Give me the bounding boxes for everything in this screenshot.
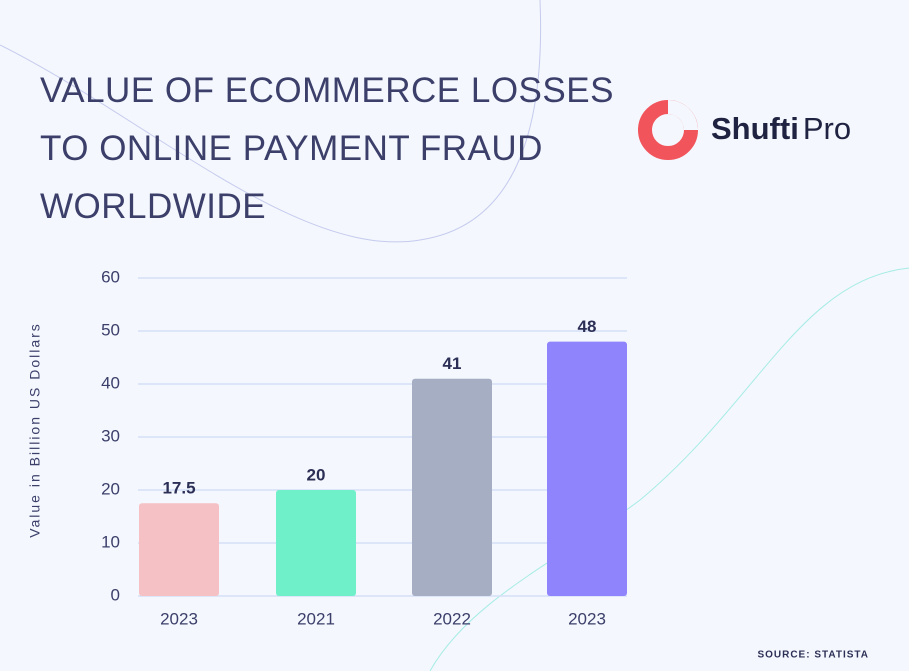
y-tick-label: 60 (101, 267, 120, 286)
x-tick-label: 2023 (160, 609, 198, 628)
y-axis-label: Value in Billion US Dollars (27, 322, 43, 538)
y-tick-label: 10 (101, 532, 120, 551)
y-tick-label: 30 (101, 426, 120, 445)
data-label: 17.5 (162, 479, 195, 498)
logo-suffix: Pro (803, 111, 851, 146)
decor-curve (0, 0, 542, 243)
bar (412, 378, 492, 596)
logo-brand: Shufti (711, 111, 799, 146)
data-label: 41 (443, 354, 462, 373)
logo-text: Shufti Pro (711, 111, 851, 146)
bar (276, 490, 356, 596)
source: SOURCE: STATISTA (757, 650, 869, 661)
decor-curve (429, 267, 909, 671)
y-tick-label: 0 (111, 585, 120, 604)
x-tick-label: 2022 (433, 609, 471, 628)
x-tick-label: 2023 (568, 609, 606, 628)
y-tick-label: 40 (101, 373, 120, 392)
bar (547, 341, 627, 596)
x-tick-label: 2021 (297, 609, 335, 628)
logo-icon-cut (668, 100, 698, 130)
y-tick-label: 20 (101, 479, 120, 498)
data-label: 20 (307, 465, 326, 484)
data-label: 48 (578, 317, 597, 336)
y-tick-label: 50 (101, 320, 120, 339)
bar (139, 503, 219, 596)
chart-title: VALUE OF ECOMMERCE LOSSES TO ONLINE PAYM… (40, 71, 614, 226)
